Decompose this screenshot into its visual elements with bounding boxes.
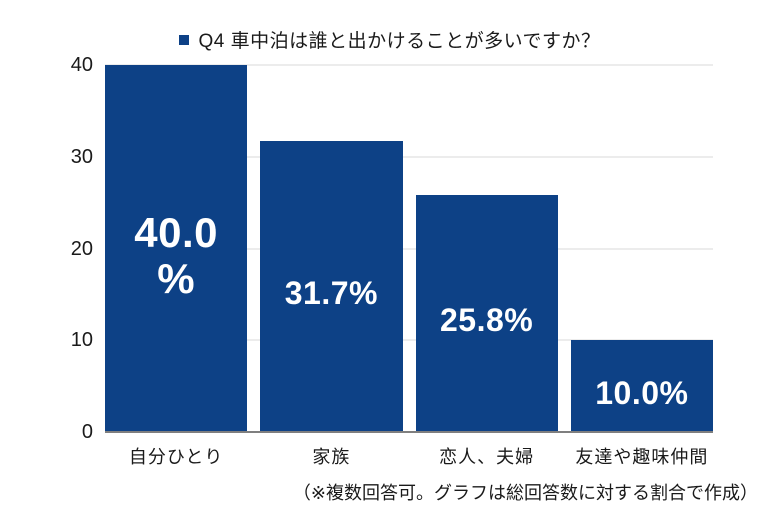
y-tick-label-40: 40: [70, 54, 93, 76]
plot-area: 40.0% 31.7% 25.8% 10.0%: [105, 64, 713, 433]
gridline-40: [105, 64, 713, 66]
y-tick-label-20: 20: [70, 237, 93, 260]
y-axis: 0 10 20 30 40: [0, 55, 93, 442]
y-tick-label-0: 0: [81, 421, 93, 443]
footnote: （※複数回答可。グラフは総回答数に対する割合で作成）: [292, 483, 758, 503]
bar-1: 31.7%: [260, 141, 403, 432]
x-axis-labels: 自分ひとり 家族 恋人、夫婦 友達や趣味仲間: [105, 443, 713, 469]
chart-title: Q4 車中泊は誰と出かけることが多いですか？: [198, 31, 601, 52]
bars-container: 40.0% 31.7% 25.8% 10.0%: [105, 65, 713, 432]
bar-2: 25.8%: [415, 195, 558, 432]
bar-value-label-3: 10.0%: [595, 374, 689, 411]
chart-title-row: Q4 車中泊は誰と出かけることが多いですか？: [0, 26, 780, 53]
bar-value-label-1: 31.7%: [284, 275, 378, 312]
gridline-20: [105, 248, 713, 249]
x-category-label-3: 友達や趣味仲間: [575, 447, 709, 467]
x-category-label-1: 家族: [312, 447, 351, 467]
x-axis-line: [105, 431, 713, 433]
x-category-label-2: 恋人、夫婦: [439, 447, 535, 467]
bar-value-label-2: 25.8%: [440, 302, 534, 339]
y-tick-label-10: 10: [70, 329, 93, 352]
y-tick-label-30: 30: [70, 145, 93, 168]
x-category-label-0: 自分ひとり: [128, 447, 224, 467]
legend-marker-icon: [179, 34, 190, 45]
bar-0: 40.0%: [105, 65, 248, 432]
bar-value-label-0: 40.0%: [134, 209, 218, 302]
bar-3: 10.0%: [570, 340, 713, 432]
gridline-10: [105, 339, 713, 341]
gridline-30: [105, 156, 713, 158]
